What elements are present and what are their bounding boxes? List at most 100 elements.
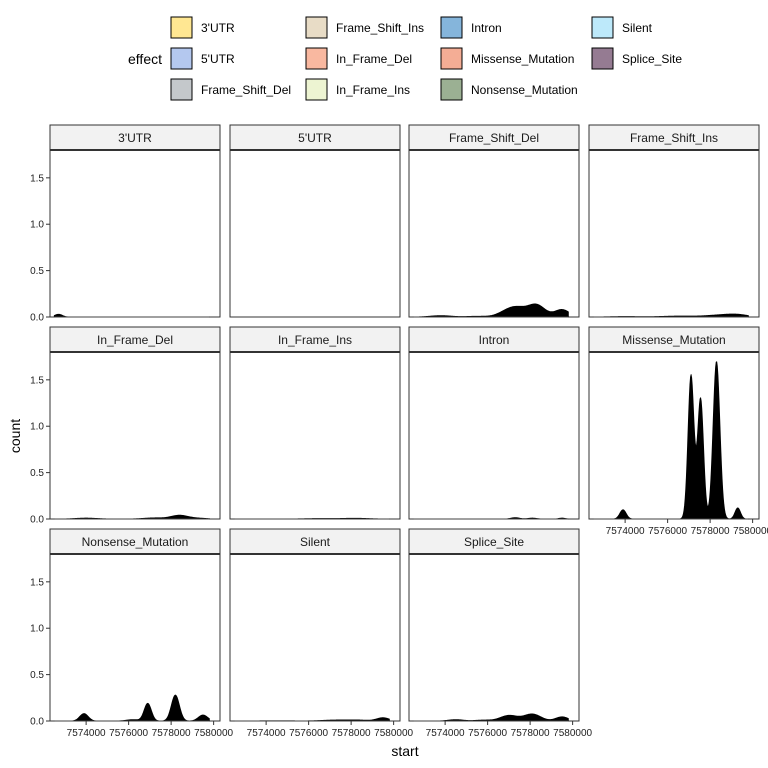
x-tick-label: 7576000: [109, 728, 148, 739]
facet-panel-5-utr: 5'UTR: [229, 124, 401, 318]
facet-panel-missense-mutation: Missense_Mutation 7574000 7576000 7578000 75…: [588, 326, 768, 537]
legend-label: In_Frame_Del: [336, 52, 412, 66]
x-tick-label: 7574000: [247, 728, 286, 739]
y-tick-label: 0.5: [30, 670, 44, 681]
facet-panel-in-frame-ins: In_Frame_Ins: [229, 326, 401, 520]
facet-strip-label: Splice_Site: [464, 535, 524, 549]
legend-swatch: [170, 78, 193, 101]
legend-item-missense-mutation: Missense_Mutation: [440, 47, 574, 70]
facet-panel-frame-shift-ins: Frame_Shift_Ins: [588, 124, 760, 318]
x-tick-label: 7578000: [691, 526, 730, 537]
legend-label: Frame_Shift_Del: [201, 83, 291, 97]
legend-swatch: [440, 16, 463, 39]
legend-item-5-utr: 5'UTR: [170, 47, 235, 70]
x-tick-label: 7574000: [606, 526, 645, 537]
facet-strip: [229, 326, 401, 353]
legend-label: Splice_Site: [622, 52, 682, 66]
density-area-frame-shift-ins: [592, 313, 749, 318]
y-tick-label: 0.0: [30, 313, 44, 324]
legend-item-splice-site: Splice_Site: [591, 47, 682, 70]
x-tick-label: 7574000: [67, 728, 106, 739]
facet-plot-area: [49, 553, 221, 722]
legend-item-in-frame-ins: In_Frame_Ins: [305, 78, 410, 101]
legend-title: effect: [128, 51, 162, 67]
legend-swatch: [305, 47, 328, 70]
facet-strip: [408, 124, 580, 151]
facet-panels: 3'UTR 0.0 0.5 1.0 1.5 5'UTR Frame_Shift_Del Fra…: [30, 124, 768, 739]
y-axis-title: count: [7, 419, 23, 453]
density-area-frame-shift-del: [412, 303, 569, 318]
facet-plot-area: [49, 351, 221, 520]
x-tick-label: 7578000: [332, 728, 371, 739]
facet-strip-label: Nonsense_Mutation: [82, 535, 189, 549]
facet-strip-label: In_Frame_Ins: [278, 333, 352, 347]
facet-strip: [49, 124, 221, 151]
facet-panel-intron: Intron: [408, 326, 580, 520]
y-tick-label: 1.0: [30, 624, 44, 635]
facet-strip-label: In_Frame_Del: [97, 333, 173, 347]
y-tick-label: 1.5: [30, 577, 44, 588]
legend-swatch: [591, 47, 614, 70]
legend-label: Frame_Shift_Ins: [336, 21, 424, 35]
facet-plot-area: [408, 553, 580, 722]
facet-panel-in-frame-del: In_Frame_Del 0.0 0.5 1.0 1.5: [30, 326, 221, 526]
facet-strip-label: Frame_Shift_Del: [449, 131, 539, 145]
legend-item-intron: Intron: [440, 16, 502, 39]
facet-strip-label: 5'UTR: [298, 131, 332, 145]
y-tick-label: 0.5: [30, 266, 44, 277]
y-tick-label: 0.0: [30, 717, 44, 728]
facet-panel-3-utr: 3'UTR 0.0 0.5 1.0 1.5: [30, 124, 221, 324]
legend-swatch: [305, 16, 328, 39]
legend-item-silent: Silent: [591, 16, 653, 39]
legend-label: Intron: [471, 21, 502, 35]
y-tick-label: 1.0: [30, 220, 44, 231]
y-tick-label: 1.5: [30, 173, 44, 184]
facet-plot-area: [229, 351, 401, 520]
facet-panel-nonsense-mutation: Nonsense_Mutation 0.0 0.5 1.0 1.5 7574000 7576…: [30, 528, 234, 739]
facet-strip: [49, 528, 221, 555]
facet-strip-label: Frame_Shift_Ins: [630, 131, 718, 145]
legend-item-in-frame-del: In_Frame_Del: [305, 47, 412, 70]
y-tick-label: 1.5: [30, 375, 44, 386]
legend-label: 5'UTR: [201, 52, 235, 66]
facet-plot-area: [49, 149, 221, 318]
legend-item-3-utr: 3'UTR: [170, 16, 235, 39]
facet-strip-label: Silent: [300, 535, 331, 549]
facet-strip: [229, 124, 401, 151]
facet-plot-area: [588, 351, 760, 520]
x-tick-label: 7578000: [152, 728, 191, 739]
legend-swatch: [440, 47, 463, 70]
x-tick-label: 7580000: [733, 526, 768, 537]
legend-label: Nonsense_Mutation: [471, 83, 578, 97]
legend-item-nonsense-mutation: Nonsense_Mutation: [440, 78, 578, 101]
facet-strip-label: Intron: [479, 333, 510, 347]
facet-panel-splice-site: Splice_Site 7574000 7576000 7578000 7580000: [408, 528, 593, 739]
facet-strip: [229, 528, 401, 555]
y-tick-label: 1.0: [30, 422, 44, 433]
legend-label: Missense_Mutation: [471, 52, 574, 66]
facet-panel-silent: Silent 7574000 7576000 7578000 7580000: [229, 528, 414, 739]
facet-plot-area: [229, 149, 401, 318]
legend: effect 3'UTR 5'UTR Frame_Shift_Del Frame_Shi…: [128, 16, 682, 101]
legend-swatch: [591, 16, 614, 39]
legend-swatch: [170, 16, 193, 39]
facet-plot-area: [408, 351, 580, 520]
facet-panel-frame-shift-del: Frame_Shift_Del: [408, 124, 580, 318]
x-tick-label: 7580000: [374, 728, 413, 739]
x-tick-label: 7576000: [468, 728, 507, 739]
legend-item-frame-shift-ins: Frame_Shift_Ins: [305, 16, 424, 39]
legend-label: In_Frame_Ins: [336, 83, 410, 97]
facet-plot-area: [588, 149, 760, 318]
x-tick-label: 7574000: [426, 728, 465, 739]
legend-label: Silent: [622, 21, 653, 35]
density-area-nonsense-mutation: [53, 694, 210, 722]
legend-swatch: [170, 47, 193, 70]
legend-swatch: [440, 78, 463, 101]
facet-plot-area: [408, 149, 580, 318]
facet-strip-label: 3'UTR: [118, 131, 152, 145]
x-tick-label: 7580000: [194, 728, 233, 739]
facet-strip-label: Missense_Mutation: [622, 333, 725, 347]
facet-strip: [408, 326, 580, 353]
